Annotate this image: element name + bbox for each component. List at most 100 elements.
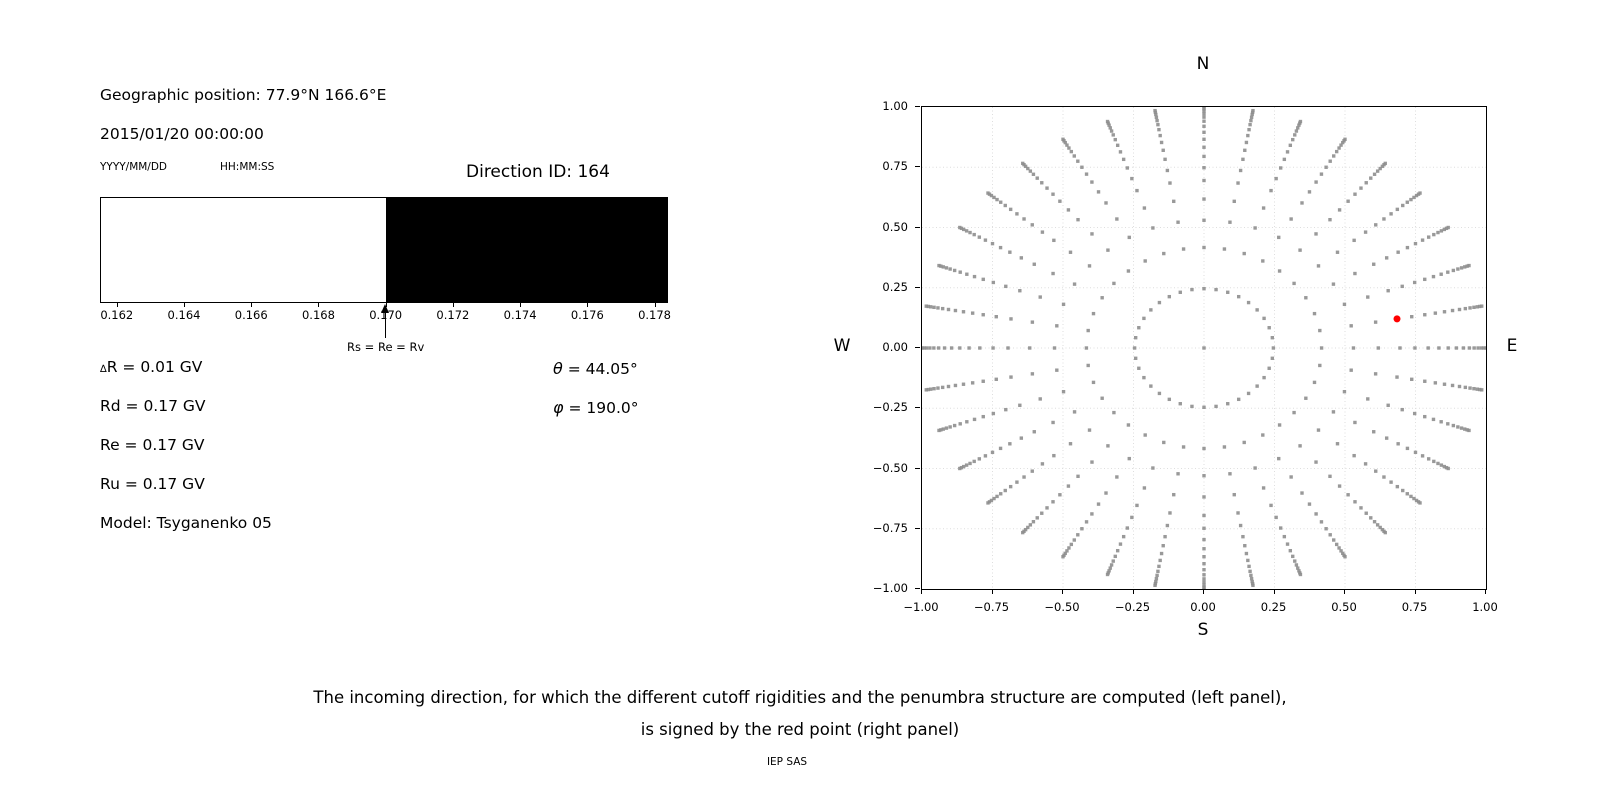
direction-dot	[1375, 523, 1380, 527]
direction-dot	[940, 306, 945, 311]
direction-dot	[999, 200, 1003, 204]
direction-dot	[1130, 515, 1134, 520]
direction-dot	[1410, 377, 1414, 381]
direction-dot	[1364, 511, 1368, 515]
direction-dot	[1480, 304, 1484, 308]
phi-value: = 190.0°	[563, 399, 639, 417]
direction-dot	[1318, 328, 1322, 333]
direction-dot	[1413, 346, 1417, 350]
direction-dot	[1127, 235, 1131, 240]
direction-dot	[1465, 428, 1469, 432]
direction-dot	[1346, 199, 1350, 203]
direction-dot	[1157, 391, 1162, 396]
direction-dot	[1202, 583, 1206, 587]
direction-dot	[1158, 558, 1162, 563]
direction-dot	[1255, 384, 1259, 388]
direction-dot	[929, 387, 933, 391]
direction-dot	[1289, 217, 1293, 221]
direction-dot	[1004, 284, 1008, 289]
direction-dot	[1052, 346, 1057, 350]
direction-dot	[1298, 444, 1302, 448]
direction-dot	[1063, 551, 1067, 556]
direction-dot	[1241, 157, 1245, 162]
direction-dot	[1051, 420, 1055, 425]
direction-dot	[1337, 146, 1341, 150]
direction-dot	[1267, 326, 1271, 330]
direction-dot	[1015, 212, 1019, 216]
direction-dot	[1382, 475, 1386, 479]
direction-dot	[940, 385, 945, 390]
direction-dot	[1414, 498, 1419, 503]
direction-dot	[958, 270, 962, 274]
direction-dot	[1004, 407, 1008, 412]
direction-dot	[1331, 282, 1336, 286]
direction-dot	[1104, 201, 1108, 205]
direction-dot	[1108, 126, 1112, 130]
direction-dot	[1251, 108, 1255, 113]
direction-dot	[1151, 466, 1155, 470]
direction-dot	[1243, 148, 1247, 152]
y-tick-mark	[915, 166, 920, 168]
direction-dot	[1106, 248, 1110, 252]
direction-dot	[1236, 181, 1240, 185]
direction-dot	[1291, 554, 1295, 559]
direction-dot	[1121, 157, 1126, 162]
direction-dot	[1243, 544, 1247, 548]
direction-dot	[1372, 430, 1376, 434]
direction-dot	[1332, 538, 1336, 542]
direction-dot	[972, 417, 977, 422]
direction-dot	[1423, 414, 1427, 419]
direction-dot	[1316, 428, 1321, 432]
direction-dot	[1202, 555, 1206, 559]
direction-dot	[1109, 563, 1114, 567]
direction-dot	[1314, 232, 1318, 236]
direction-dot	[946, 384, 951, 389]
direction-dot	[1055, 368, 1059, 372]
direction-dot	[1293, 133, 1297, 137]
direction-dot	[1112, 281, 1116, 286]
direction-dot	[1009, 317, 1013, 321]
y-tick-mark	[915, 106, 920, 107]
direction-dot	[998, 245, 1003, 250]
direction-dot	[1396, 442, 1400, 446]
x-tick-label: −0.25	[1114, 600, 1151, 614]
penumbra-tick-label: 0.172	[436, 308, 470, 322]
direction-dot	[1261, 259, 1265, 263]
direction-dot	[1035, 516, 1039, 520]
direction-dot	[1069, 149, 1074, 154]
direction-dot	[1051, 500, 1055, 504]
direction-dot	[1277, 235, 1281, 240]
direction-dot	[1413, 450, 1418, 455]
direction-dot	[1202, 513, 1206, 518]
direction-dot	[1343, 137, 1347, 141]
direction-dot	[942, 346, 947, 350]
direction-dot	[1126, 269, 1131, 273]
direction-dot	[1096, 190, 1101, 194]
direction-dot	[1222, 445, 1227, 449]
direction-dot	[1178, 290, 1182, 294]
direction-dot	[1246, 558, 1250, 563]
direction-dot	[1335, 442, 1340, 446]
direction-dot	[1442, 310, 1447, 314]
direction-dot	[1228, 472, 1232, 476]
direction-dot	[989, 193, 994, 198]
direction-dot	[1157, 564, 1161, 569]
direction-dot	[1084, 172, 1089, 176]
direction-dot	[1142, 486, 1147, 490]
penumbra-tick-mark	[587, 303, 589, 307]
direction-dot	[1202, 197, 1206, 201]
direction-dot	[1202, 218, 1206, 222]
penumbra-tick-label: 0.166	[234, 308, 268, 322]
direction-dot	[1328, 533, 1332, 537]
direction-dot	[1467, 346, 1472, 350]
direction-dot	[1413, 241, 1418, 246]
direction-dot	[1045, 506, 1049, 510]
direction-dot	[1065, 549, 1069, 553]
direction-dot	[1003, 488, 1007, 493]
direction-dot	[1040, 230, 1045, 234]
direction-dot	[1401, 203, 1405, 208]
direction-dot	[1190, 287, 1194, 292]
direction-dot	[1446, 270, 1450, 274]
direction-dot	[961, 310, 966, 314]
